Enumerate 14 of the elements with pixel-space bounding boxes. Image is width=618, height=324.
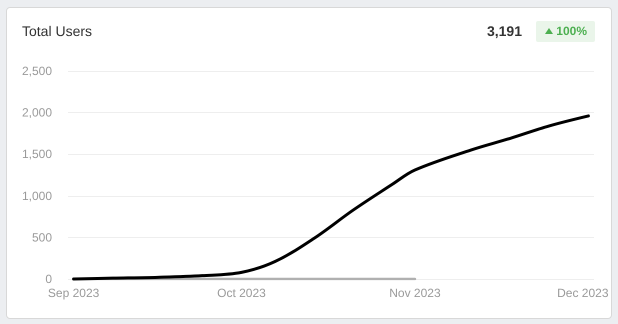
x-tick-label: Dec 2023 (557, 286, 609, 300)
x-tick-label: Sep 2023 (48, 286, 100, 300)
x-tick-label: Nov 2023 (389, 286, 441, 300)
y-tick-label: 2,000 (22, 106, 52, 120)
x-tick-label: Oct 2023 (217, 286, 266, 300)
y-tick-label: 500 (32, 230, 52, 244)
text: 100% (556, 24, 588, 38)
y-tick-label: 0 (45, 272, 52, 286)
chart-title: Total Users (22, 23, 92, 39)
line-series (72, 114, 590, 280)
text: 3,191 (486, 23, 522, 39)
y-tick-label: 2,500 (22, 64, 52, 78)
y-tick-label: 1,500 (22, 147, 52, 162)
y-tick-label: 1,000 (22, 188, 52, 203)
